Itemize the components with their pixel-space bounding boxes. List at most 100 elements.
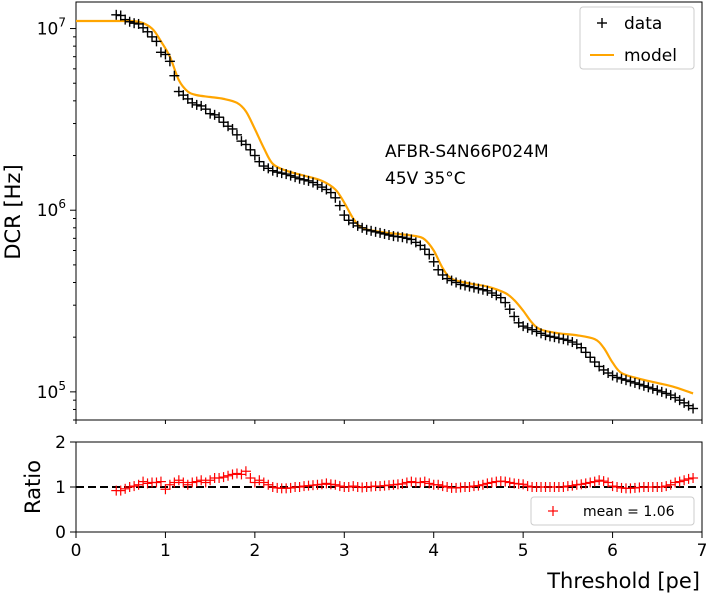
ratio-y-tick-label: 1: [55, 478, 66, 498]
data-point: [294, 173, 305, 184]
x-axis-title: Threshold [pe]: [546, 569, 700, 593]
data-point: [249, 150, 260, 161]
data-point: [272, 167, 283, 178]
data-point: [652, 385, 663, 396]
data-point: [290, 172, 301, 183]
ratio-point: [433, 479, 444, 490]
data-point: [361, 224, 372, 235]
data-point: [647, 383, 658, 394]
data-point: [446, 275, 457, 286]
data-point: [491, 290, 502, 301]
data-point: [316, 182, 327, 193]
data-point: [276, 168, 287, 179]
ratio-y-tick-label: 0: [55, 523, 66, 543]
x-tick-label: 5: [518, 541, 529, 561]
data-point: [169, 70, 180, 81]
data-point: [366, 225, 377, 236]
data-point: [205, 108, 216, 119]
legend-box: [579, 6, 695, 70]
data-point: [625, 376, 636, 387]
data-point: [254, 156, 265, 167]
ratio-point: [155, 476, 166, 487]
ratio-point: [334, 481, 345, 492]
legend-data-marker: [597, 18, 607, 28]
ratio-point: [607, 481, 618, 492]
data-point: [209, 109, 220, 120]
data-point: [330, 192, 341, 203]
legend-plus-marker: [597, 18, 607, 28]
ratio-point: [518, 479, 529, 490]
data-point: [589, 357, 600, 368]
data-point: [433, 264, 444, 275]
ratio-point: [115, 485, 126, 496]
data-point: [214, 112, 225, 123]
data-point: [299, 174, 310, 185]
data-point: [142, 26, 153, 37]
ratio-point: [473, 480, 484, 491]
dcr-panel: DCR [Hz] 105 106 107 AFBR-S4N66P024M 45V 3…: [1, 1, 703, 424]
data-point: [258, 161, 269, 172]
ratio-y-axis-title: Ratio: [21, 460, 45, 514]
data-point: [612, 372, 623, 383]
legend-red-plus-marker: [548, 506, 558, 516]
data-point: [665, 390, 676, 401]
ratio-point: [151, 477, 162, 488]
ratio-point: [598, 476, 609, 487]
data-point: [477, 284, 488, 295]
ratio-point: [464, 482, 475, 492]
data-point: [585, 352, 596, 363]
ratio-point: [580, 478, 591, 489]
ratio-point: [348, 481, 359, 492]
ratio-point: [316, 479, 327, 490]
data-point: [312, 179, 323, 190]
data-point: [424, 249, 435, 260]
ratio-point: [589, 476, 600, 487]
data-point: [576, 342, 587, 353]
ratio-point: [160, 484, 171, 495]
data-point: [509, 311, 520, 322]
data-point: [120, 14, 131, 25]
ratio-point: [173, 475, 184, 486]
ratio-point: [661, 481, 672, 492]
data-point: [527, 324, 538, 335]
dcr-legend: data model: [579, 6, 695, 70]
data-point: [500, 297, 511, 308]
dcr-plot-frame: [75, 1, 703, 421]
data-point: [339, 210, 350, 221]
ratio-point: [437, 481, 448, 492]
ratio-panel: Ratio Threshold [pe] 0 1 2 0 1 2 3 4 5 6 7 mean =…: [21, 433, 707, 593]
data-point: [620, 375, 631, 386]
data-point: [200, 104, 211, 115]
x-tick-label: 6: [607, 541, 618, 561]
ratio-point: [576, 479, 587, 490]
data-point: [616, 373, 627, 384]
ratio-point: [585, 477, 596, 488]
data-point: [518, 321, 529, 332]
x-tick-label: 1: [160, 541, 171, 561]
data-point: [231, 129, 242, 140]
dcr-y-tick-label: 107: [37, 16, 66, 40]
data-point: [504, 304, 515, 315]
ratio-point: [254, 475, 265, 486]
data-point: [245, 144, 256, 155]
data-point: [643, 382, 654, 393]
data-point: [160, 49, 171, 60]
ratio-point: [477, 479, 488, 490]
ratio-point: [200, 477, 211, 488]
ratio-point: [263, 479, 274, 490]
ratio-point: [227, 469, 238, 480]
ratio-point: [656, 482, 667, 492]
ratio-point: [164, 479, 175, 490]
data-point: [522, 322, 533, 333]
data-point: [115, 10, 126, 21]
data-point: [151, 36, 162, 47]
data-point: [281, 169, 292, 180]
ratio-point: [218, 472, 229, 483]
data-series: [111, 9, 699, 414]
ratio-point: [169, 477, 180, 488]
ratio-point: [249, 477, 260, 488]
x-tick-label: 7: [697, 541, 708, 561]
ratio-point: [267, 482, 278, 492]
ratio-point: [594, 475, 605, 486]
